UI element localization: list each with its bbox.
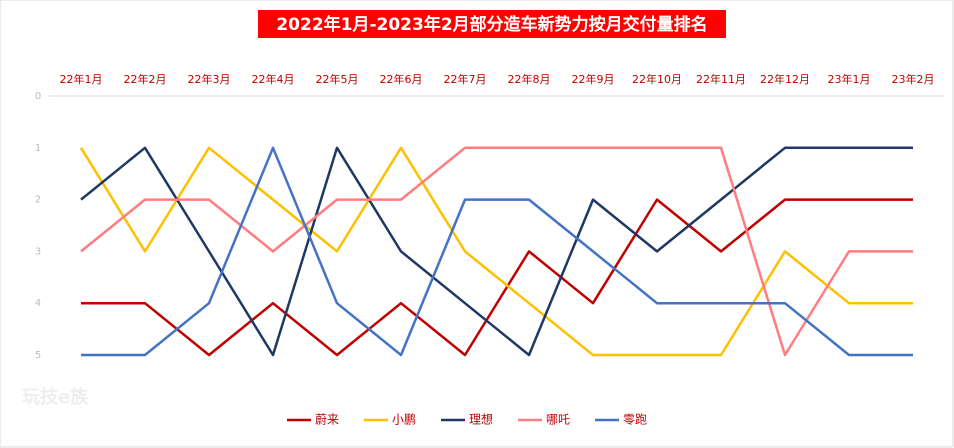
x-tick-label: 23年1月 xyxy=(828,72,871,86)
y-tick-label: 2 xyxy=(35,195,41,206)
y-tick-label: 4 xyxy=(35,298,41,309)
x-tick-label: 23年2月 xyxy=(892,72,935,86)
x-tick-label: 22年8月 xyxy=(508,72,551,86)
y-tick-label: 5 xyxy=(35,350,41,361)
x-tick-label: 22年12月 xyxy=(760,72,810,86)
x-tick-label: 22年4月 xyxy=(252,72,295,86)
legend-label: 零跑 xyxy=(623,413,647,427)
series-line xyxy=(81,146,913,357)
x-tick-label: 22年9月 xyxy=(572,72,615,86)
y-tick-label: 1 xyxy=(35,143,41,154)
legend-label: 蔚来 xyxy=(315,413,339,427)
series-line xyxy=(80,146,913,357)
x-tick-label: 22年7月 xyxy=(444,72,487,86)
series-line xyxy=(80,146,913,357)
chart-title: 2022年1月-2023年2月部分造车新势力按月交付量排名 xyxy=(276,14,707,35)
x-tick-label: 22年11月 xyxy=(696,72,746,86)
x-tick-label: 22年10月 xyxy=(632,72,682,86)
y-tick-label: 0 xyxy=(35,91,41,102)
y-tick-label: 3 xyxy=(35,246,41,257)
legend-label: 理想 xyxy=(469,412,493,427)
x-tick-label: 22年3月 xyxy=(188,72,231,86)
series-line xyxy=(79,146,913,357)
x-tick-label: 22年6月 xyxy=(380,72,423,86)
x-tick-label: 22年5月 xyxy=(316,72,359,86)
legend-label: 小鹏 xyxy=(392,413,416,427)
x-tick-label: 22年2月 xyxy=(124,72,167,86)
x-tick-label: 22年1月 xyxy=(60,72,103,86)
title-background xyxy=(258,10,726,38)
legend-label: 哪吒 xyxy=(546,413,570,427)
watermark: 玩技e族 xyxy=(22,386,89,408)
series-line xyxy=(81,198,913,357)
